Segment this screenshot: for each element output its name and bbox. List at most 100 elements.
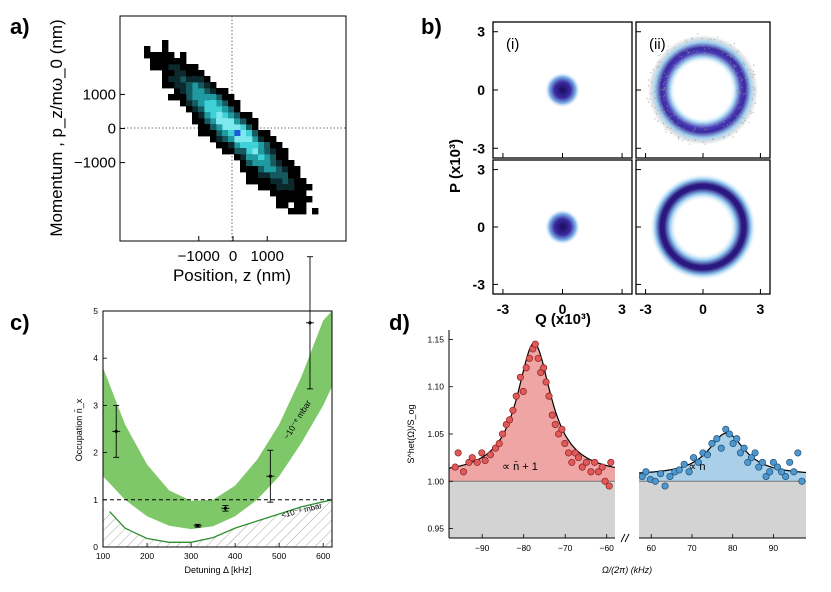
ring-sample: [656, 100, 658, 102]
histogram-bin: [192, 88, 199, 95]
y-tick-label: 1: [93, 495, 98, 505]
data-point: [473, 458, 481, 466]
ring-sample: [732, 136, 734, 138]
histogram-bin: [216, 130, 223, 137]
histogram-bin: [246, 130, 253, 137]
ring-sample: [719, 58, 722, 61]
ring-sample: [740, 92, 742, 94]
ring-sample: [729, 69, 732, 72]
data-point: [594, 468, 602, 476]
histogram-bin: [198, 100, 205, 107]
ring-sample: [692, 130, 695, 132]
histogram-bin: [198, 112, 205, 119]
antistokes-annotation: ∝ n: [688, 461, 705, 473]
data-point: [578, 463, 586, 471]
y-tick-label: 0: [477, 219, 485, 235]
ring-sample: [668, 81, 670, 83]
ring-sample: [654, 107, 657, 109]
stokes-points: [451, 340, 615, 490]
histogram-bin: [306, 196, 313, 203]
ring-sample: [663, 72, 666, 75]
ring-sample: [650, 72, 652, 74]
histogram-bin: [162, 46, 169, 53]
lower-pressure-curve: [109, 499, 332, 543]
histogram-bin: [264, 172, 271, 179]
ring-sample: [674, 47, 676, 49]
panel-c-xlabel: Detuning Δ [kHz]: [184, 565, 251, 575]
histogram-bin: [150, 52, 157, 59]
histogram-bin: [252, 124, 259, 131]
data-point: [495, 439, 503, 448]
histogram-bin: [264, 178, 271, 185]
histogram-bin: [276, 196, 283, 203]
histogram-bin: [228, 100, 235, 107]
histogram-bin: [234, 100, 241, 107]
histogram-bin: [264, 166, 271, 173]
ring-sample: [702, 122, 704, 125]
ring-sample: [688, 121, 690, 124]
ring-sample: [693, 50, 695, 52]
histogram-bin: [288, 172, 295, 179]
ring-sample: [754, 89, 756, 91]
x-tick-label: 3: [618, 301, 626, 317]
subplot-tag: (i): [506, 36, 519, 53]
y-tick-label: 1.15: [427, 334, 444, 344]
y-tick-label: 1.00: [427, 476, 444, 486]
ring-sample: [737, 90, 740, 93]
x-tick-label: 70: [687, 543, 697, 553]
histogram-bin: [270, 136, 277, 143]
histogram-bin: [246, 178, 253, 185]
ring-sample: [663, 99, 665, 101]
histogram-bin: [234, 130, 241, 137]
histogram-bin: [210, 106, 217, 113]
ring-sample: [678, 138, 680, 140]
ring-sample: [680, 55, 683, 58]
y-tick-label: 4: [93, 353, 98, 363]
histogram-bin: [174, 58, 181, 65]
histogram-bin: [288, 166, 295, 173]
histogram-bin: [300, 202, 307, 209]
ring-sample: [667, 117, 669, 120]
x-tick-label: 200: [140, 551, 154, 561]
histogram-bin: [246, 124, 253, 131]
ring-sample: [677, 122, 679, 124]
histogram-bin: [276, 184, 283, 191]
panel-c-ylabel: Occupation n̄_x: [74, 398, 84, 461]
histogram-bin: [252, 172, 259, 179]
histogram-bin: [228, 124, 235, 131]
ring-sample: [742, 122, 745, 125]
ring-sample: [737, 50, 740, 52]
data-point: [762, 472, 770, 481]
panel-b-label: b): [421, 14, 442, 39]
ring-sample: [654, 91, 656, 93]
ring-sample: [661, 76, 663, 79]
histogram-bin: [240, 148, 247, 155]
ring-sample: [742, 93, 745, 95]
ring-sample: [659, 79, 662, 81]
ring-sample: [736, 77, 738, 79]
histogram-bin: [228, 148, 235, 155]
ring-sample: [656, 75, 658, 78]
histogram-bin: [186, 94, 193, 101]
ring-sample: [680, 60, 683, 63]
ring-sample: [704, 143, 706, 145]
histogram-bin: [168, 64, 175, 71]
ring-sample: [658, 84, 660, 86]
histogram-bin: [246, 160, 253, 167]
histogram-bin: [276, 166, 283, 173]
data-point: [729, 439, 737, 448]
histogram-bin: [270, 178, 277, 185]
axis-break-mark: [620, 533, 626, 543]
histogram-bin: [180, 88, 187, 95]
data-point: [555, 430, 563, 438]
ring-sample: [657, 61, 659, 64]
data-point: [531, 340, 539, 348]
histogram-bin: [294, 172, 301, 179]
histogram-bin: [246, 172, 253, 179]
ring-sample: [719, 57, 721, 59]
ring-sample: [729, 44, 732, 46]
histogram-bin: [192, 118, 199, 125]
x-tick-label: −70: [558, 543, 573, 553]
histogram-bin: [198, 124, 205, 131]
ring-sample: [673, 64, 675, 66]
